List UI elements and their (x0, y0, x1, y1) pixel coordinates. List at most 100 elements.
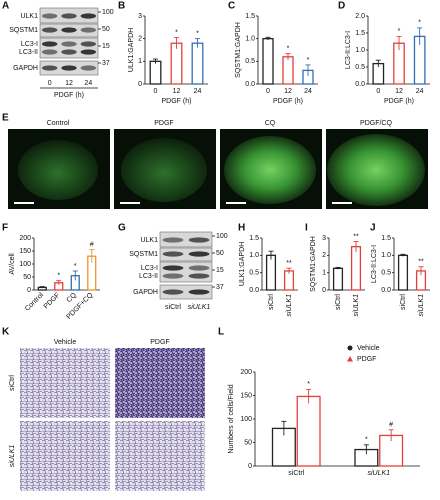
x-axis-title: PDGF (h) (273, 98, 303, 105)
panel-label: H (238, 223, 245, 234)
x-tick-label: 12 (284, 88, 292, 95)
blot-row-label: SQSTM1 (129, 251, 158, 258)
panel-label: F (2, 223, 8, 234)
blot-band (61, 65, 77, 71)
x-tick-label: siCtrl (268, 294, 275, 310)
significance: * (57, 272, 60, 279)
blot-band (80, 49, 97, 55)
blot-row-label: LC3-II (139, 273, 158, 280)
blot-band (61, 41, 77, 47)
blot-band (162, 289, 184, 295)
y-axis-title: LC3-II:LC3-I (345, 31, 352, 69)
blot-band (61, 13, 77, 19)
blot-band (188, 251, 210, 257)
x-axis-title: PDGF (h) (384, 98, 414, 105)
significance: * (307, 57, 310, 64)
bar (397, 254, 409, 291)
blot-strip (159, 247, 213, 262)
bar (282, 56, 294, 85)
x-tick-label: 0 (376, 88, 380, 95)
y-axis-title: ULK1:GAPDH (128, 28, 135, 72)
y-tick-label: 50 (244, 439, 252, 446)
y-tick-label: 1.0 (249, 252, 259, 259)
bar (262, 38, 274, 85)
column-label: PDGF (150, 339, 169, 346)
significance: * (74, 263, 77, 270)
panel-label: K (2, 327, 10, 338)
x-tick-label: siCtrl (288, 470, 304, 477)
blot-band (188, 237, 210, 243)
image-label: PDGF (154, 120, 173, 127)
significance: * (175, 29, 178, 36)
y-tick-label: 150 (240, 392, 252, 399)
x-tick-label: PDGF (43, 292, 62, 311)
y-axis-title: AV/cell (9, 253, 16, 275)
x-tick-label: siULK1 (367, 470, 390, 477)
y-tick-label: 1.5 (381, 235, 391, 242)
y-tick-label: 200 (19, 235, 31, 242)
bar (350, 246, 362, 291)
blot-strip (39, 37, 99, 59)
blot-x-title: PDGF (h) (54, 92, 84, 99)
x-axis-title: PDGF (h) (162, 98, 192, 105)
x-tick-label: Control (24, 291, 45, 312)
lane-label: 0 (48, 80, 52, 87)
y-tick-label: 1.5 (355, 30, 365, 37)
marker-label: 15 (216, 267, 224, 274)
blot-row-label: ULK1 (20, 13, 38, 20)
blot-row-label: LC3-I (141, 265, 158, 272)
y-axis-title: LC3-II:LC3-I (371, 245, 378, 283)
y-tick-label: 100 (19, 261, 31, 268)
y-tick-label: 1.0 (355, 47, 365, 54)
legend-marker (347, 356, 353, 362)
blot-band (188, 273, 210, 279)
significance: * (196, 31, 199, 38)
y-tick-label: 0.5 (245, 58, 255, 65)
blot-band (41, 49, 58, 55)
cell (224, 136, 316, 204)
column-label: Vehicle (54, 339, 77, 346)
lane-label: 12 (65, 80, 73, 87)
cell (18, 140, 98, 200)
y-tick-label: 0.0 (355, 81, 365, 88)
row-label: siULK1 (9, 445, 16, 468)
x-tick-label: 12 (395, 88, 403, 95)
blot-band (61, 49, 77, 55)
y-axis-title: ULK1:GAPDH (239, 242, 246, 286)
blot-band (41, 13, 58, 19)
bar (296, 395, 321, 467)
marker-label: 15 (102, 43, 110, 50)
blot-strip (159, 231, 213, 248)
y-tick-label: 2 (322, 252, 326, 259)
legend-label: PDGF (357, 356, 376, 363)
significance: * (287, 45, 290, 52)
y-tick-label: 0.0 (249, 287, 259, 294)
y-tick-label: 0 (27, 287, 31, 294)
marker-label: 100 (216, 233, 228, 240)
blot-band (41, 27, 58, 33)
significance: ** (353, 233, 359, 240)
y-tick-label: 1.5 (245, 13, 255, 20)
lane-label: siULK1 (188, 304, 211, 311)
blot-row-label: GAPDH (133, 289, 158, 296)
x-tick-label: 12 (173, 88, 181, 95)
significance: * (307, 381, 310, 388)
bar (170, 42, 183, 85)
blot-strip (159, 284, 213, 300)
blot-band (80, 27, 97, 33)
bar (191, 42, 204, 85)
significance: * (365, 437, 368, 444)
marker-label: 50 (102, 26, 110, 33)
x-tick-label: siULK1 (418, 294, 425, 317)
significance: # (389, 422, 393, 429)
y-tick-label: 0.5 (381, 270, 391, 277)
y-axis-title: SQSTM1:GAPDH (310, 236, 317, 292)
significance: # (90, 242, 94, 249)
image-label: Control (47, 120, 70, 127)
y-tick-label: 2.0 (355, 13, 365, 20)
blot-band (188, 289, 210, 295)
blot-band (162, 273, 184, 279)
cell (121, 138, 207, 202)
y-tick-label: 3 (322, 235, 326, 242)
